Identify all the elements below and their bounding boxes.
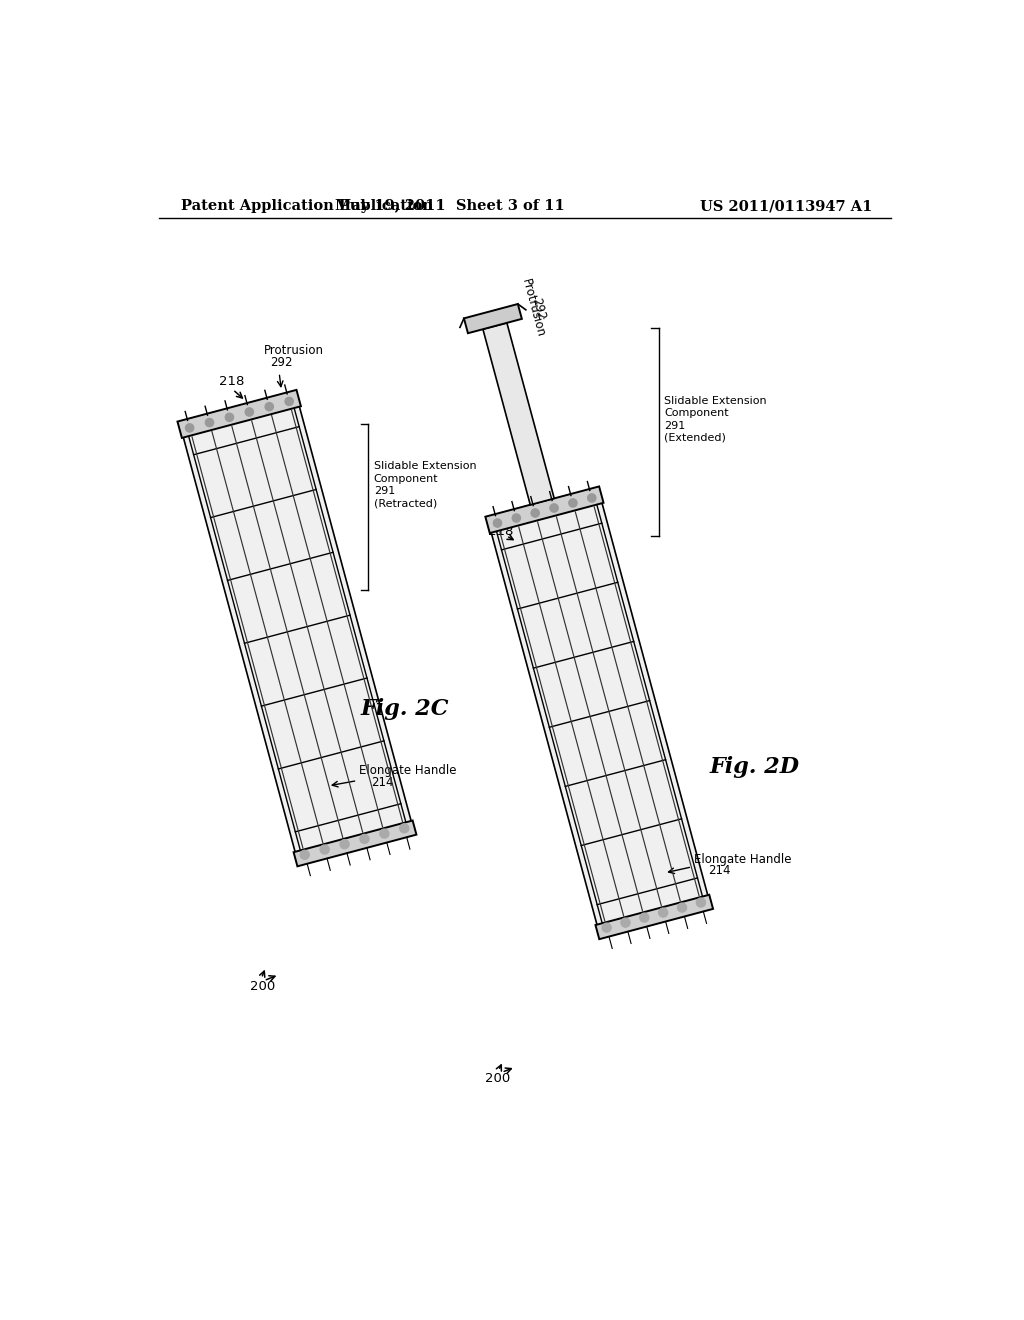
Polygon shape xyxy=(487,490,711,936)
Circle shape xyxy=(658,908,668,917)
Circle shape xyxy=(399,824,409,833)
Circle shape xyxy=(550,504,558,512)
Text: 214: 214 xyxy=(372,776,394,788)
Text: Protrusion: Protrusion xyxy=(519,279,548,339)
Circle shape xyxy=(359,834,369,843)
Text: 218: 218 xyxy=(488,525,514,539)
Polygon shape xyxy=(177,389,301,438)
Text: Patent Application Publication: Patent Application Publication xyxy=(180,199,433,213)
Circle shape xyxy=(225,413,233,421)
Text: 292: 292 xyxy=(529,296,548,321)
Text: 291: 291 xyxy=(374,486,395,496)
Circle shape xyxy=(531,508,540,517)
Text: US 2011/0113947 A1: US 2011/0113947 A1 xyxy=(699,199,872,213)
Text: (Retracted): (Retracted) xyxy=(374,499,437,508)
Text: 292: 292 xyxy=(270,356,292,370)
Text: Elongate Handle: Elongate Handle xyxy=(693,853,792,866)
Text: Protrusion: Protrusion xyxy=(263,345,324,358)
Circle shape xyxy=(568,499,578,507)
Polygon shape xyxy=(596,895,713,939)
Circle shape xyxy=(678,903,687,912)
Polygon shape xyxy=(485,487,603,533)
Circle shape xyxy=(205,418,214,426)
Circle shape xyxy=(696,898,706,907)
Text: Fig. 2D: Fig. 2D xyxy=(710,755,800,777)
Text: Component: Component xyxy=(665,408,729,418)
Circle shape xyxy=(621,917,630,927)
Text: Slidable Extension: Slidable Extension xyxy=(665,396,767,407)
Circle shape xyxy=(285,397,294,405)
Text: Fig. 2C: Fig. 2C xyxy=(360,698,449,719)
Text: Elongate Handle: Elongate Handle xyxy=(359,764,457,777)
Text: Slidable Extension: Slidable Extension xyxy=(374,462,476,471)
Text: May 19, 2011  Sheet 3 of 11: May 19, 2011 Sheet 3 of 11 xyxy=(335,199,564,213)
Circle shape xyxy=(602,923,611,932)
Circle shape xyxy=(185,424,194,432)
Text: 200: 200 xyxy=(484,1072,510,1085)
Circle shape xyxy=(245,408,254,416)
Text: Component: Component xyxy=(374,474,438,483)
Circle shape xyxy=(265,403,273,411)
Circle shape xyxy=(380,829,389,838)
Text: 291: 291 xyxy=(665,421,685,430)
Text: 200: 200 xyxy=(250,979,274,993)
Text: (Extended): (Extended) xyxy=(665,433,726,444)
Text: 214: 214 xyxy=(708,865,730,878)
Polygon shape xyxy=(483,323,554,504)
Circle shape xyxy=(512,513,520,523)
Circle shape xyxy=(300,850,309,859)
Circle shape xyxy=(588,494,596,502)
Circle shape xyxy=(319,845,330,854)
Circle shape xyxy=(494,519,502,527)
Circle shape xyxy=(340,840,349,849)
Polygon shape xyxy=(464,304,522,333)
Circle shape xyxy=(640,913,649,923)
Polygon shape xyxy=(294,821,417,866)
Polygon shape xyxy=(180,393,414,863)
Text: 218: 218 xyxy=(219,375,245,388)
